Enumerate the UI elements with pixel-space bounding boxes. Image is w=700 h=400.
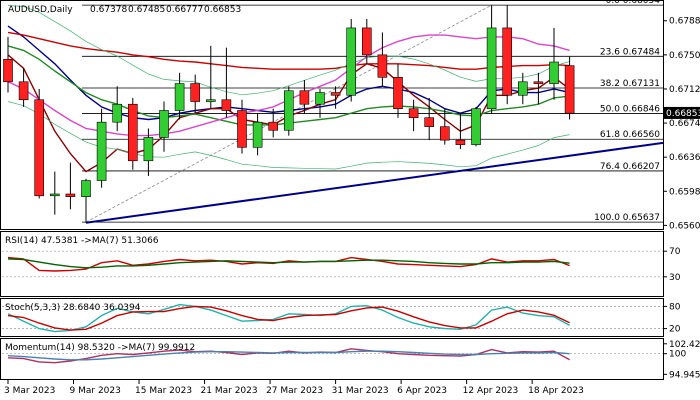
fib-level-label: 50.0 0.66846	[600, 105, 660, 115]
stoch-line	[7, 305, 570, 331]
date-tick-label: 21 Mar 2023	[201, 386, 258, 396]
momentum-panel[interactable]	[0, 338, 664, 380]
bear-candle[interactable]	[533, 81, 544, 84]
moving-average-line	[7, 31, 570, 70]
rsi-panel[interactable]	[0, 231, 664, 297]
bull-candle[interactable]	[486, 27, 497, 110]
bear-candle[interactable]	[237, 110, 247, 148]
bull-candle[interactable]	[549, 61, 559, 84]
fib-swing-line	[85, 4, 492, 223]
date-tick-label: 9 Mar 2023	[70, 386, 121, 396]
momentum-tick-label: 94.9452	[669, 370, 700, 380]
bear-candle[interactable]	[439, 126, 450, 141]
stoch-tick-label: 80	[669, 302, 681, 312]
bear-candle[interactable]	[299, 90, 310, 105]
rsi-tick-label: 70	[669, 247, 681, 257]
bear-candle[interactable]	[221, 99, 232, 111]
bull-candle[interactable]	[96, 121, 107, 181]
bull-candle[interactable]	[49, 193, 60, 197]
bear-candle[interactable]	[361, 27, 372, 56]
date-tick-label: 27 Mar 2023	[266, 386, 323, 396]
envelope-line	[7, 5, 570, 96]
fib-level-label: 61.8 0.66560	[600, 130, 660, 140]
bear-candle[interactable]	[18, 81, 29, 101]
stoch-panel[interactable]	[0, 298, 664, 337]
stoch-tick-label: 20	[669, 325, 681, 335]
bear-candle[interactable]	[34, 99, 45, 197]
bull-candle[interactable]	[283, 90, 294, 131]
symbol-title: AUDUSD,Daily	[8, 5, 73, 15]
current-price-tag	[664, 106, 700, 119]
bear-candle[interactable]	[408, 108, 419, 118]
fib-level-label: 0.0 0.68054	[606, 0, 661, 6]
rsi-title: RSI(14) 47.5381 ->MA(7) 51.3066	[5, 236, 159, 246]
bull-candle[interactable]	[517, 81, 528, 96]
bear-candle[interactable]	[128, 103, 138, 162]
ohlc-high: 0.67485	[128, 5, 165, 15]
ohlc-close: 0.66853	[204, 5, 241, 15]
date-tick-label: 6 Apr 2023	[397, 386, 447, 396]
bull-candle[interactable]	[112, 103, 122, 123]
ohlc-low: 0.66777	[166, 5, 203, 15]
fib-level-label: 38.2 0.67131	[600, 79, 660, 89]
bear-candle[interactable]	[330, 92, 341, 96]
bear-candle[interactable]	[502, 27, 513, 96]
bull-candle[interactable]	[159, 110, 169, 138]
bull-candle[interactable]	[174, 83, 185, 111]
bear-candle[interactable]	[564, 65, 575, 114]
ohlc-open: 0.67378	[90, 5, 127, 15]
date-tick-label: 15 Mar 2023	[135, 386, 192, 396]
stoch-title: Stoch(5,3,3) 28.6840 36.0394	[5, 303, 141, 313]
rsi-tick-label: 30	[669, 273, 681, 283]
current-price-label: 0.66853	[666, 109, 700, 119]
bear-candle[interactable]	[455, 139, 466, 145]
bull-candle[interactable]	[315, 92, 325, 105]
bear-candle[interactable]	[190, 83, 200, 102]
bear-candle[interactable]	[393, 76, 403, 110]
bear-candle[interactable]	[268, 121, 279, 131]
momentum-tick-label: 100	[669, 350, 686, 360]
rsi-line	[7, 258, 570, 269]
date-tick-label: 18 Apr 2023	[528, 386, 584, 396]
bull-candle[interactable]	[81, 180, 91, 197]
bull-candle[interactable]	[206, 99, 216, 102]
bear-candle[interactable]	[3, 59, 13, 83]
fib-level-label: 76.4 0.66207	[600, 162, 660, 172]
bull-candle[interactable]	[346, 27, 357, 96]
bear-candle[interactable]	[377, 54, 388, 78]
momentum-line	[7, 350, 570, 361]
fib-level-label: 100.0 0.65637	[594, 213, 660, 223]
date-tick-label: 3 Mar 2023	[4, 386, 55, 396]
trend-line	[85, 141, 664, 224]
bear-candle[interactable]	[424, 117, 435, 127]
bull-candle[interactable]	[143, 137, 154, 162]
stoch-line	[7, 303, 570, 333]
date-tick-label: 12 Apr 2023	[463, 386, 519, 396]
bull-candle[interactable]	[252, 121, 263, 148]
main-panel[interactable]	[0, 0, 664, 230]
momentum-title: Momentum(14) 98.5320 ->MA(7) 99.9912	[5, 343, 195, 353]
date-tick-label: 31 Mar 2023	[332, 386, 389, 396]
bear-candle[interactable]	[65, 193, 76, 197]
fib-level-label: 23.6 0.67484	[600, 47, 660, 57]
momentum-tick-label: 102.4268	[669, 340, 700, 350]
bull-candle[interactable]	[471, 108, 481, 145]
